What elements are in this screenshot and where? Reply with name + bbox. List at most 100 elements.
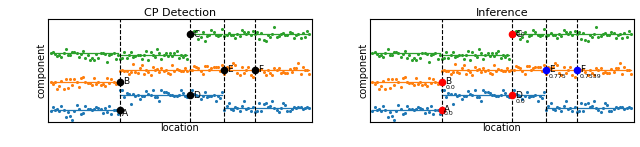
Point [563,33,573,36]
Point [145,94,156,97]
Text: D: D [515,91,522,100]
Point [387,78,397,81]
Point [176,70,186,72]
Point [565,66,575,68]
Point [250,111,260,113]
Point [282,34,292,36]
Point [504,69,515,72]
Point [226,108,236,110]
Point [396,108,406,111]
Point [165,52,175,54]
Point [450,63,460,65]
Point [539,63,549,66]
Point [113,54,123,56]
Point [537,34,547,36]
Point [515,95,525,98]
Point [72,104,82,106]
Point [378,80,388,82]
Point [176,54,186,56]
Point [137,95,147,97]
Point [609,31,619,34]
Point [495,56,506,59]
Point [561,31,571,33]
Point [83,108,93,110]
Point [611,106,621,108]
Point [304,107,314,109]
Point [415,81,426,83]
Point [109,81,119,83]
Point [606,31,616,33]
Point [380,52,390,54]
Point [156,58,166,61]
Point [424,77,434,79]
Point [93,56,104,59]
Point [119,96,129,98]
Point [87,57,97,59]
Point [591,107,602,110]
Point [367,52,378,55]
Point [263,106,273,108]
Point [502,54,512,56]
Point [463,90,473,93]
Point [589,33,599,35]
Point [430,52,440,54]
Point [435,82,445,84]
Point [567,34,577,37]
Point [559,105,569,107]
Point [545,101,556,104]
Point [400,76,410,78]
Point [520,94,530,97]
Point [206,67,216,69]
Point [80,57,90,59]
Point [45,52,56,55]
Point [228,34,238,36]
Point [604,110,614,112]
Point [148,54,158,56]
Point [56,80,67,82]
Point [484,92,495,94]
Point [472,96,482,98]
Point [178,56,188,58]
Point [265,36,275,39]
Point [300,69,310,71]
Point [582,101,593,104]
Point [252,31,262,34]
Point [613,67,623,70]
Point [132,94,143,96]
Point [228,108,238,111]
Point [300,107,310,109]
Point [128,56,138,59]
Point [215,97,225,99]
Point [582,74,593,76]
Point [206,95,216,97]
Point [598,72,608,74]
Point [600,32,610,34]
Point [83,82,93,84]
Point [570,30,580,32]
Point [115,88,125,91]
Point [430,81,440,83]
Point [539,91,549,93]
Point [191,66,202,69]
Point [580,103,591,105]
Point [524,95,534,98]
Point [624,30,634,32]
Point [139,54,149,56]
Point [170,95,180,97]
Point [478,89,488,91]
Point [78,76,88,78]
Point [559,66,569,68]
Point [115,57,125,60]
Point [287,71,297,73]
Point [613,33,623,36]
Point [417,83,428,86]
Point [584,106,595,108]
Point [220,35,230,37]
Point [573,68,584,71]
Point [487,72,497,75]
Point [280,34,291,36]
Point [93,81,104,83]
Point [298,32,308,35]
Point [483,52,493,55]
Point [243,66,253,68]
